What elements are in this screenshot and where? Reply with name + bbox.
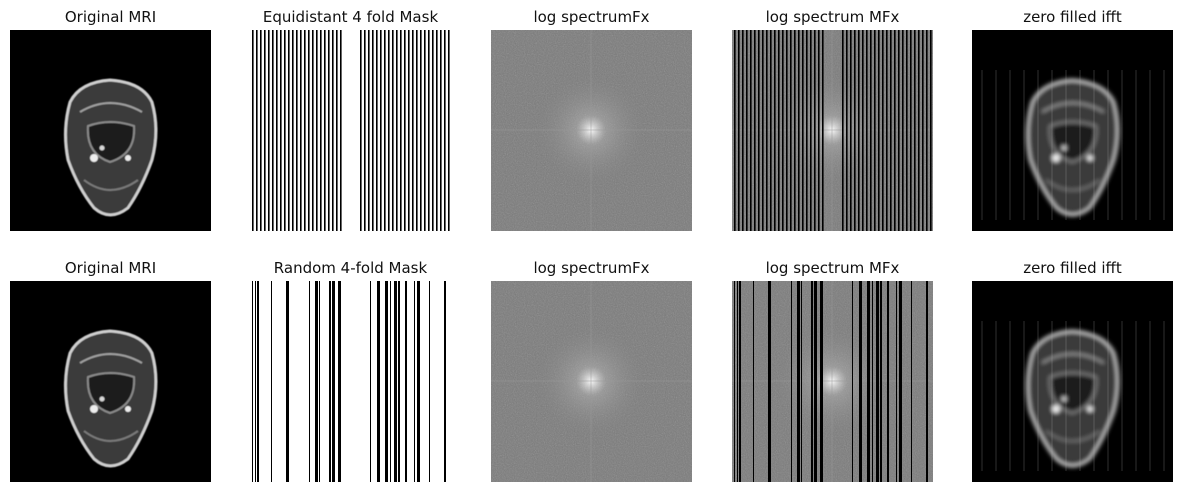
panel-title: log spectrumFx <box>533 8 650 26</box>
panel-title: log spectrumFx <box>533 259 650 277</box>
panel-title: zero filled ifft <box>1023 8 1122 26</box>
mri-image <box>10 281 211 482</box>
recon-image <box>972 30 1173 231</box>
panel-title: log spectrum MFx <box>765 8 900 26</box>
panel-title: zero filled ifft <box>1023 259 1122 277</box>
panel-title: log spectrum MFx <box>765 259 900 277</box>
spectrum-image <box>491 281 692 482</box>
mask-image <box>250 30 451 231</box>
panel-title: Original MRI <box>64 259 157 277</box>
panel-title: Random 4-fold Mask <box>273 259 428 277</box>
panel-title: Original MRI <box>64 8 157 26</box>
mri-image <box>10 30 211 231</box>
masked-spectrum-image <box>732 281 933 482</box>
recon-image <box>972 281 1173 482</box>
masked-spectrum-image <box>732 30 933 231</box>
spectrum-image <box>491 30 692 231</box>
mask-image <box>250 281 451 482</box>
panel-title: Equidistant 4 fold Mask <box>262 8 439 26</box>
